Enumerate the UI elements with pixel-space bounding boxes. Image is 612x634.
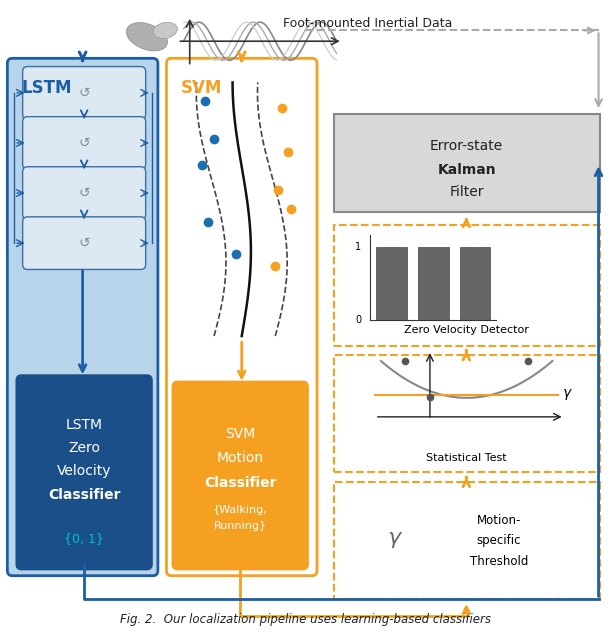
Text: Foot-mounted Inertial Data: Foot-mounted Inertial Data — [283, 17, 452, 30]
Text: Error-state: Error-state — [430, 138, 503, 153]
Text: Zero: Zero — [68, 441, 100, 455]
Text: Running}: Running} — [214, 521, 267, 531]
Ellipse shape — [126, 23, 168, 51]
FancyBboxPatch shape — [7, 58, 158, 576]
FancyBboxPatch shape — [23, 117, 146, 169]
Text: SVM: SVM — [181, 79, 222, 97]
Bar — [376, 247, 407, 320]
Text: {0, 1}: {0, 1} — [64, 533, 104, 545]
Text: Motion: Motion — [217, 451, 264, 465]
FancyBboxPatch shape — [173, 382, 308, 569]
Text: Velocity: Velocity — [57, 464, 111, 478]
Text: Classifier: Classifier — [48, 488, 121, 502]
Text: Fig. 2.  Our localization pipeline uses learning-based classifiers: Fig. 2. Our localization pipeline uses l… — [121, 613, 491, 626]
Text: LSTM: LSTM — [65, 418, 103, 432]
Text: {Walking,: {Walking, — [213, 505, 267, 515]
Text: ↺: ↺ — [78, 236, 90, 250]
Text: $\gamma$: $\gamma$ — [387, 531, 403, 550]
Bar — [460, 247, 490, 320]
Text: ↺: ↺ — [78, 86, 90, 100]
Text: Threshold: Threshold — [469, 555, 528, 568]
Text: Statistical Test: Statistical Test — [427, 453, 507, 463]
Text: LSTM: LSTM — [21, 79, 72, 97]
Bar — [334, 355, 600, 472]
Text: ↺: ↺ — [78, 186, 90, 200]
Text: 1: 1 — [355, 242, 361, 252]
Ellipse shape — [153, 22, 177, 39]
Text: specific: specific — [477, 534, 521, 547]
Text: ↺: ↺ — [78, 136, 90, 150]
Text: Zero Velocity Detector: Zero Velocity Detector — [404, 325, 529, 335]
Text: Filter: Filter — [449, 184, 484, 199]
Text: Kalman: Kalman — [438, 162, 496, 177]
FancyBboxPatch shape — [166, 58, 317, 576]
FancyBboxPatch shape — [17, 375, 152, 569]
Text: Classifier: Classifier — [204, 476, 277, 490]
Text: Motion-: Motion- — [477, 514, 521, 527]
Bar — [418, 247, 449, 320]
Text: 0: 0 — [355, 315, 361, 325]
Bar — [334, 482, 600, 599]
Bar — [334, 114, 600, 212]
Bar — [334, 225, 600, 346]
Text: $\gamma$: $\gamma$ — [562, 387, 572, 402]
Text: SVM: SVM — [225, 427, 255, 441]
FancyBboxPatch shape — [23, 217, 146, 269]
FancyBboxPatch shape — [23, 167, 146, 219]
FancyBboxPatch shape — [23, 67, 146, 119]
